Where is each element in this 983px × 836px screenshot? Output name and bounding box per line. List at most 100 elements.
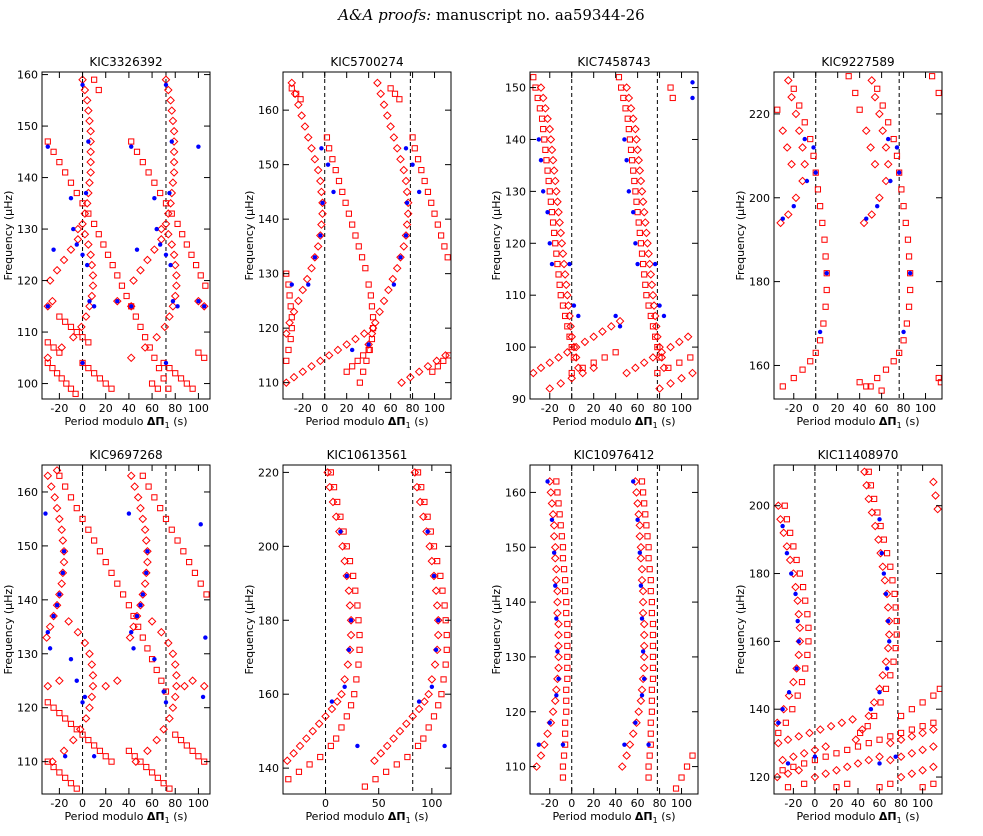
model-diamond-point [918,745,927,755]
model-diamond-point [548,707,558,717]
observed-point [129,304,134,309]
model-square-point [174,537,181,544]
model-square-point [678,774,685,781]
y-tick-label: 150 [17,120,38,133]
model-square-point [352,587,359,594]
model-square-point [649,323,657,330]
model-diamond-point [287,78,297,88]
observed-point [346,647,352,653]
model-square-point [157,189,164,197]
x-tick-label: 0 [79,402,86,415]
model-square-point [874,509,881,516]
model-diamond-point [432,356,442,366]
model-square-point [672,785,680,792]
model-square-point [326,145,333,152]
y-tick-label: 120 [17,702,38,715]
model-square-point [62,318,69,325]
model-diamond-point [49,611,58,621]
model-diamond-point [779,528,788,538]
model-square-point [801,780,808,787]
model-square-point [633,198,640,205]
observed-point [887,639,892,644]
model-diamond-point [883,603,893,612]
y-tick-label: 110 [258,377,279,390]
model-square-point [146,344,153,351]
model-diamond-point [553,608,562,618]
panel-kic9697268: KIC9697268 -20 0 20 40 60 80 100 110 120 130 140 150… [2,448,211,825]
y-tick-label: 150 [505,541,526,554]
model-diamond-point [791,109,801,119]
x-tick-label: 0 [322,797,329,810]
model-diamond-point [73,627,83,637]
model-diamond-point [907,748,917,758]
model-diamond-point [392,263,402,273]
model-diamond-point [554,663,563,673]
model-diamond-point [805,728,814,738]
model-diamond-point [85,703,94,713]
model-diamond-point [536,751,546,760]
y-tick-label: 120 [505,237,526,250]
model-square-point [139,159,146,166]
x-tick-label: -20 [50,402,68,415]
observed-point [154,226,159,232]
y-tick-label: 130 [505,651,526,664]
model-diamond-point [396,252,405,262]
model-square-point [139,472,146,479]
model-diamond-point [308,726,318,736]
model-diamond-point [327,704,337,714]
observed-point [622,137,627,142]
model-square-point [549,219,557,226]
observed-point [690,95,695,101]
x-tick-label: 40 [122,402,136,415]
model-square-point [819,219,826,227]
model-square-point [937,379,942,386]
model-square-point [387,85,394,92]
y-tick-label: 120 [17,275,38,288]
observed-point [893,754,898,759]
model-square-point [356,646,363,653]
model-square-point [438,691,445,698]
model-square-point [297,96,304,103]
model-square-point [563,609,570,617]
markers [774,467,942,791]
observed-point [637,550,643,555]
model-diamond-point [636,553,646,563]
x-tick-label: 80 [894,797,908,810]
model-square-point [355,243,362,250]
model-diamond-point [571,353,581,362]
panel-title: KIC3326392 [89,55,162,69]
model-diamond-point [81,714,91,723]
model-square-point [900,203,907,210]
model-diamond-point [160,322,170,332]
observed-point [776,720,781,725]
model-diamond-point [58,568,68,578]
y-tick-label: 150 [17,540,38,553]
model-diamond-point [639,630,649,640]
model-square-point [62,774,69,781]
model-diamond-point [636,176,646,186]
model-square-point [558,533,565,540]
x-tick-label: 80 [653,402,667,415]
model-diamond-point [866,143,875,152]
model-diamond-point [558,249,568,258]
model-diamond-point [133,493,143,502]
model-diamond-point [59,255,69,265]
observed-point [551,550,557,555]
observed-point [549,517,555,523]
model-diamond-point [157,627,166,637]
model-diamond-point [821,769,830,778]
model-diamond-point [778,755,787,765]
y-tick-label: 120 [258,322,279,335]
model-diamond-point [401,176,411,186]
x-tick-label: 40 [362,402,376,415]
model-square-point [845,73,852,80]
x-tick-label: 50 [372,797,386,810]
model-diamond-point [300,122,310,131]
model-square-point [95,86,102,94]
model-diamond-point [648,353,658,362]
observed-point [896,170,902,175]
model-square-point [53,370,61,377]
model-diamond-point [318,198,327,208]
model-square-point [645,302,652,309]
model-diamond-point [80,229,90,239]
